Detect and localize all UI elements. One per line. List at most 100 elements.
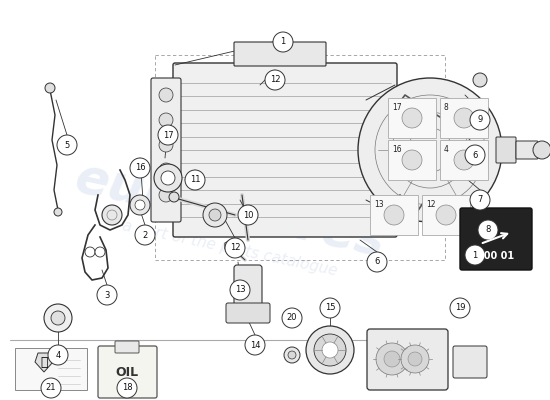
Circle shape (367, 252, 387, 272)
Circle shape (465, 245, 485, 265)
Text: eurospares: eurospares (70, 154, 389, 266)
Text: 15: 15 (324, 304, 336, 312)
Text: 11: 11 (190, 176, 200, 184)
Circle shape (45, 83, 55, 93)
FancyBboxPatch shape (440, 140, 488, 180)
Text: 20: 20 (287, 314, 297, 322)
Circle shape (57, 135, 77, 155)
Circle shape (154, 164, 182, 192)
Circle shape (54, 208, 62, 216)
Text: 5: 5 (64, 140, 70, 150)
Circle shape (454, 108, 474, 128)
Circle shape (473, 73, 487, 87)
Circle shape (384, 205, 404, 225)
Circle shape (288, 351, 296, 359)
Text: 17: 17 (163, 130, 173, 140)
Circle shape (159, 138, 173, 152)
FancyBboxPatch shape (516, 141, 538, 159)
FancyBboxPatch shape (151, 78, 181, 222)
Text: 21: 21 (46, 384, 56, 392)
Text: 6: 6 (472, 150, 478, 160)
Circle shape (436, 205, 456, 225)
Circle shape (159, 88, 173, 102)
FancyBboxPatch shape (388, 140, 436, 180)
FancyBboxPatch shape (367, 329, 448, 390)
Text: 16: 16 (135, 164, 145, 172)
FancyBboxPatch shape (453, 346, 487, 378)
Circle shape (478, 220, 498, 240)
Circle shape (230, 280, 250, 300)
Text: 18: 18 (122, 384, 133, 392)
Circle shape (85, 247, 95, 257)
Text: 12: 12 (270, 76, 280, 84)
Text: 1: 1 (280, 38, 285, 46)
Circle shape (158, 125, 178, 145)
FancyBboxPatch shape (234, 42, 326, 66)
FancyBboxPatch shape (440, 98, 488, 138)
Circle shape (450, 298, 470, 318)
Circle shape (97, 285, 117, 305)
Circle shape (159, 113, 173, 127)
Circle shape (320, 298, 340, 318)
Text: 4: 4 (56, 350, 60, 360)
Text: 10: 10 (243, 210, 253, 220)
Circle shape (376, 343, 408, 375)
FancyBboxPatch shape (15, 348, 87, 390)
Circle shape (203, 203, 227, 227)
FancyBboxPatch shape (496, 137, 516, 163)
Text: 8: 8 (485, 226, 491, 234)
Text: 🛡: 🛡 (40, 356, 48, 370)
Circle shape (265, 70, 285, 90)
Circle shape (306, 326, 354, 374)
Circle shape (533, 141, 550, 159)
Text: 7: 7 (477, 196, 483, 204)
FancyBboxPatch shape (173, 63, 397, 237)
Text: 12: 12 (230, 244, 240, 252)
Text: 13: 13 (235, 286, 245, 294)
Text: a part of the parts catalogue: a part of the parts catalogue (121, 218, 339, 278)
Polygon shape (35, 353, 53, 372)
Text: 12: 12 (426, 200, 436, 209)
Text: 14: 14 (250, 340, 260, 350)
Circle shape (238, 205, 258, 225)
FancyBboxPatch shape (370, 195, 418, 235)
Circle shape (44, 304, 72, 332)
Circle shape (102, 205, 122, 225)
FancyBboxPatch shape (226, 303, 270, 323)
Circle shape (95, 247, 105, 257)
Text: 9: 9 (477, 116, 483, 124)
Circle shape (209, 209, 221, 221)
FancyBboxPatch shape (98, 346, 157, 398)
Circle shape (245, 335, 265, 355)
Text: OIL: OIL (116, 366, 139, 378)
Circle shape (41, 378, 61, 398)
Text: 13: 13 (374, 200, 384, 209)
Text: 17: 17 (392, 103, 402, 112)
Circle shape (282, 308, 302, 328)
Circle shape (130, 158, 150, 178)
Circle shape (225, 238, 245, 258)
FancyBboxPatch shape (234, 265, 262, 321)
Text: 300 01: 300 01 (477, 251, 515, 261)
FancyBboxPatch shape (388, 98, 436, 138)
Circle shape (470, 110, 490, 130)
Circle shape (135, 200, 145, 210)
Circle shape (322, 342, 338, 358)
FancyBboxPatch shape (115, 341, 139, 353)
Circle shape (465, 145, 485, 165)
Circle shape (135, 225, 155, 245)
Circle shape (284, 347, 300, 363)
Circle shape (159, 188, 173, 202)
Circle shape (314, 334, 346, 366)
FancyBboxPatch shape (422, 195, 470, 235)
Text: 19: 19 (455, 304, 465, 312)
Circle shape (401, 345, 429, 373)
Text: 8: 8 (444, 103, 449, 112)
Text: 3: 3 (104, 290, 109, 300)
Text: 2: 2 (142, 230, 147, 240)
Text: 1: 1 (472, 250, 477, 260)
Circle shape (454, 150, 474, 170)
Circle shape (159, 163, 173, 177)
Circle shape (48, 345, 68, 365)
Circle shape (358, 78, 502, 222)
